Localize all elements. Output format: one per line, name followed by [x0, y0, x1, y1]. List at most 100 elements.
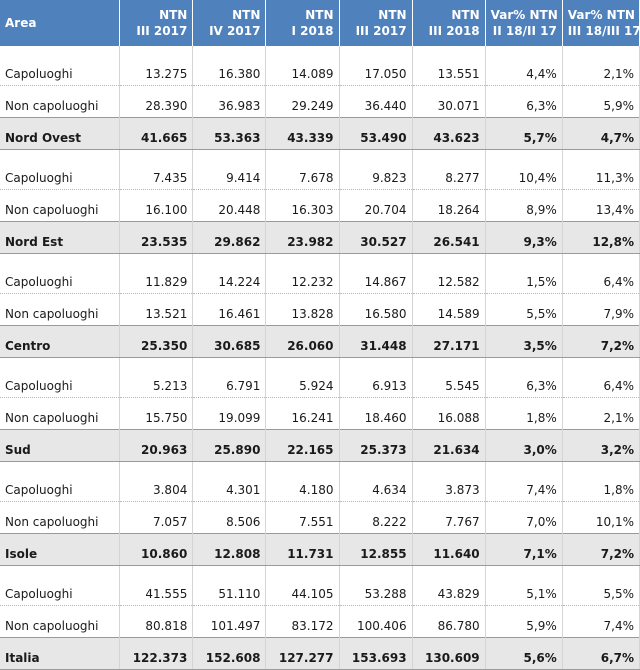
table-cell: 8.222 [339, 501, 413, 534]
table-cell: 36.440 [339, 85, 413, 118]
table-cell: 7.767 [412, 501, 486, 534]
table-cell: 29.249 [265, 85, 340, 118]
table-row: Non capoluoghi 80.818 101.497 83.172 100.406… [0, 605, 640, 638]
spacer-cell [412, 149, 486, 158]
spacer-cell [192, 357, 267, 366]
row-label: Non capoluoghi [0, 189, 121, 222]
column-header-line2: I 2018 [291, 24, 334, 38]
total-row: Italia 122.373 152.608 127.277 153.693 130.60… [0, 637, 640, 670]
total-row: Isole 10.860 12.808 11.731 12.855 11.640 7,1% 7… [0, 533, 640, 566]
spacer-cell [265, 565, 340, 574]
total-row: Centro 25.350 30.685 26.060 31.448 27.171 3,5%… [0, 325, 640, 358]
table-cell: 11,3% [562, 158, 640, 190]
table-cell: 20.448 [192, 189, 267, 222]
table-cell: 18.460 [339, 397, 413, 430]
table-cell: 43.339 [265, 117, 340, 150]
row-label: Capoluoghi [0, 470, 121, 502]
table-row: Non capoluoghi 7.057 8.506 7.551 8.222 7.767 7… [0, 501, 640, 534]
spacer-row [0, 149, 640, 158]
table-row: Capoluoghi 7.435 9.414 7.678 9.823 8.277 10,4%… [0, 158, 640, 190]
table-cell: 53.288 [339, 574, 413, 606]
table-row: Capoluoghi 13.275 16.380 14.089 17.050 13.551… [0, 54, 640, 86]
spacer-cell [0, 253, 121, 262]
table-cell: 122.373 [119, 637, 194, 670]
table-cell: 7,2% [562, 533, 640, 566]
table-cell: 5,6% [485, 637, 563, 670]
table-cell: 6,4% [562, 366, 640, 398]
table-cell: 7.435 [119, 158, 194, 190]
table-cell: 6.913 [339, 366, 413, 398]
spacer-cell [485, 149, 563, 158]
table-row: Capoluoghi 11.829 14.224 12.232 14.867 12.582… [0, 262, 640, 294]
spacer-cell [412, 461, 486, 470]
table-cell: 30.685 [192, 325, 267, 358]
table-row: Capoluoghi 41.555 51.110 44.105 53.288 43.829… [0, 574, 640, 606]
table-cell: 4,7% [562, 117, 640, 150]
table-cell: 14.224 [192, 262, 267, 294]
table-cell: 100.406 [339, 605, 413, 638]
table-cell: 4.301 [192, 470, 267, 502]
row-label: Capoluoghi [0, 262, 121, 294]
table-cell: 3.804 [119, 470, 194, 502]
spacer-cell [339, 149, 413, 158]
row-label: Capoluoghi [0, 158, 121, 190]
table-cell: 127.277 [265, 637, 340, 670]
column-header-line1: Var% NTN [490, 8, 558, 22]
table-cell: 41.555 [119, 574, 194, 606]
spacer-cell [562, 46, 640, 54]
row-label: Non capoluoghi [0, 85, 121, 118]
table-cell: 13.275 [119, 54, 194, 86]
spacer-cell [485, 357, 563, 366]
table-cell: 12.232 [265, 262, 340, 294]
spacer-cell [562, 565, 640, 574]
table-cell: 16.580 [339, 293, 413, 326]
spacer-cell [119, 565, 194, 574]
table-cell: 19.099 [192, 397, 267, 430]
table-cell: 9.414 [192, 158, 267, 190]
spacer-cell [192, 253, 267, 262]
row-label: Sud [0, 429, 121, 462]
table-cell: 14.089 [265, 54, 340, 86]
column-header-line1: NTN [305, 8, 334, 22]
table-cell: 5,1% [485, 574, 563, 606]
spacer-cell [412, 253, 486, 262]
table-cell: 3.873 [412, 470, 486, 502]
table-cell: 12.855 [339, 533, 413, 566]
spacer-cell [339, 46, 413, 54]
table-cell: 53.363 [192, 117, 267, 150]
table-cell: 101.497 [192, 605, 267, 638]
table-cell: 7,4% [485, 470, 563, 502]
table-cell: 15.750 [119, 397, 194, 430]
spacer-cell [265, 46, 340, 54]
table-cell: 16.461 [192, 293, 267, 326]
row-label: Nord Ovest [0, 117, 121, 150]
table-cell: 14.867 [339, 262, 413, 294]
column-header-line2: IV 2017 [209, 24, 261, 38]
table-cell: 3,2% [562, 429, 640, 462]
table-cell: 8,9% [485, 189, 563, 222]
spacer-row [0, 357, 640, 366]
row-label: Non capoluoghi [0, 293, 121, 326]
table-cell: 10,4% [485, 158, 563, 190]
column-header-line2: III 18/III 17 [567, 24, 640, 38]
table-cell: 6,3% [485, 85, 563, 118]
table-cell: 43.623 [412, 117, 486, 150]
spacer-row [0, 565, 640, 574]
spacer-cell [412, 46, 486, 54]
table-cell: 20.704 [339, 189, 413, 222]
table-cell: 22.165 [265, 429, 340, 462]
table-cell: 13.828 [265, 293, 340, 326]
spacer-cell [0, 357, 121, 366]
table-cell: 41.665 [119, 117, 194, 150]
spacer-cell [265, 357, 340, 366]
table-cell: 6.791 [192, 366, 267, 398]
table-cell: 83.172 [265, 605, 340, 638]
table-cell: 1,8% [562, 470, 640, 502]
table-row: Non capoluoghi 15.750 19.099 16.241 18.460 16… [0, 397, 640, 430]
spacer-cell [339, 565, 413, 574]
table-cell: 16.241 [265, 397, 340, 430]
table-cell: 2,1% [562, 397, 640, 430]
table-cell: 86.780 [412, 605, 486, 638]
table-row: Non capoluoghi 16.100 20.448 16.303 20.704 18… [0, 189, 640, 222]
total-row: Nord Ovest 41.665 53.363 43.339 53.490 43.623… [0, 117, 640, 150]
